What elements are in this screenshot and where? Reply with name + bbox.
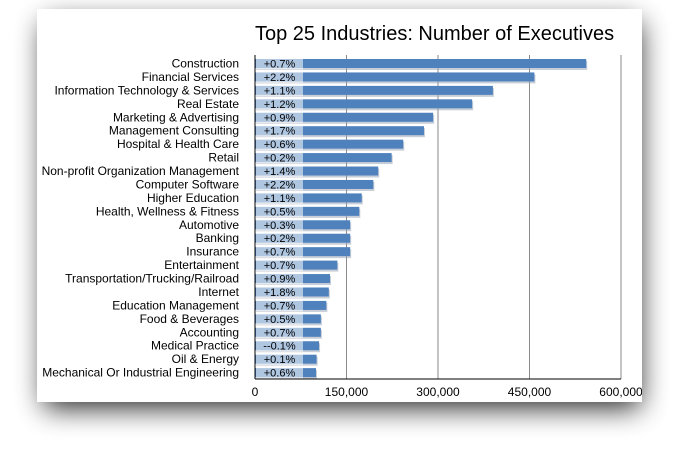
bar — [255, 112, 434, 122]
category-label: Marketing & Advertising — [113, 110, 239, 124]
bar — [255, 59, 587, 68]
data-label: +1.1% — [264, 85, 296, 97]
category-label: Computer Software — [136, 177, 240, 191]
data-label: +0.5% — [264, 314, 296, 326]
category-label: Information Technology & Services — [54, 83, 239, 97]
data-label-box — [256, 152, 303, 164]
data-label: +0.7% — [264, 300, 296, 312]
category-label: Retail — [208, 151, 239, 165]
data-label: +2.2% — [264, 72, 296, 84]
bar-chart: Construction +0.7% Financial Services +2.2%… — [42, 55, 642, 399]
category-label: Non-profit Organization Management — [42, 164, 240, 178]
data-label-box — [256, 300, 303, 312]
data-label: +0.9% — [264, 274, 296, 286]
data-label-box — [256, 179, 303, 191]
data-label: +0.1% — [264, 354, 296, 366]
category-label: Health, Wellness & Fitness — [96, 204, 239, 218]
bar — [255, 179, 374, 189]
bar — [255, 139, 404, 149]
data-label: +0.3% — [264, 220, 296, 232]
data-label: +0.6% — [264, 139, 296, 151]
tick-label: 450,000 — [508, 385, 552, 399]
data-label: +1.8% — [264, 287, 296, 299]
chart-title: Top 25 Industries: Number of Executives — [255, 23, 615, 45]
data-label-box — [256, 340, 303, 352]
category-label: Construction — [172, 57, 239, 71]
data-label: +0.5% — [264, 206, 296, 218]
data-label: +0.7% — [264, 327, 296, 339]
data-label: +1.4% — [264, 166, 296, 178]
data-label-box — [256, 166, 303, 178]
tick-label: 600,000 — [599, 385, 642, 399]
bar — [255, 99, 473, 109]
data-label-box — [256, 206, 303, 218]
category-label: Oil & Energy — [172, 352, 239, 366]
data-label-box — [256, 273, 303, 285]
bar — [255, 206, 360, 216]
data-label: +1.1% — [264, 193, 296, 205]
data-label-box — [256, 58, 303, 70]
bar — [255, 166, 379, 176]
data-label-box — [256, 367, 303, 379]
tick-label: 0 — [252, 385, 259, 399]
bar — [255, 193, 362, 203]
category-label: Hospital & Health Care — [117, 137, 239, 151]
data-label: +0.7% — [264, 59, 296, 71]
data-label: +2.2% — [264, 179, 296, 191]
category-label: Financial Services — [142, 70, 239, 84]
bar — [255, 85, 493, 95]
data-label-box — [256, 354, 303, 366]
data-label-box — [256, 327, 303, 339]
data-label-box — [256, 246, 303, 258]
data-label-box — [256, 233, 303, 245]
category-label: Management Consulting — [109, 124, 239, 138]
chart-card: Top 25 Industries: Number of Executives … — [37, 9, 642, 402]
category-label: Medical Practice — [151, 339, 239, 353]
category-label: Real Estate — [177, 97, 239, 111]
data-label: +0.7% — [264, 260, 296, 272]
category-label: Higher Education — [147, 191, 239, 205]
category-label: Education Management — [112, 298, 239, 312]
data-label-box — [256, 286, 303, 298]
data-label-box — [256, 139, 303, 151]
data-label: --0.1% — [263, 341, 296, 353]
category-label: Accounting — [180, 325, 239, 339]
tick-label: 150,000 — [325, 385, 369, 399]
data-label: +0.7% — [264, 247, 296, 259]
tick-label: 300,000 — [416, 385, 460, 399]
data-label: +0.9% — [264, 112, 296, 124]
data-label-box — [256, 112, 303, 124]
category-label: Transportation/Trucking/Railroad — [65, 272, 239, 286]
bar — [255, 126, 424, 136]
category-label: Insurance — [186, 245, 239, 259]
data-label-box — [256, 85, 303, 97]
data-label: +1.7% — [264, 126, 296, 138]
bar — [255, 153, 392, 163]
category-label: Banking — [196, 231, 239, 245]
data-label-box — [256, 219, 303, 231]
data-label: +0.2% — [264, 233, 296, 245]
data-label: +0.2% — [264, 153, 296, 165]
data-label-box — [256, 125, 303, 137]
data-label-box — [256, 313, 303, 325]
data-label-box — [256, 98, 303, 110]
category-label: Automotive — [179, 218, 239, 232]
category-label: Internet — [198, 285, 239, 299]
category-label: Entertainment — [164, 258, 239, 272]
category-label: Food & Beverages — [140, 312, 239, 326]
category-label: Mechanical Or Industrial Engineering — [42, 366, 239, 380]
data-label: +0.6% — [264, 368, 296, 380]
bar — [255, 72, 535, 82]
data-label-box — [256, 260, 303, 272]
data-label-box — [256, 71, 303, 83]
data-label-box — [256, 192, 303, 204]
data-label: +1.2% — [264, 99, 296, 111]
